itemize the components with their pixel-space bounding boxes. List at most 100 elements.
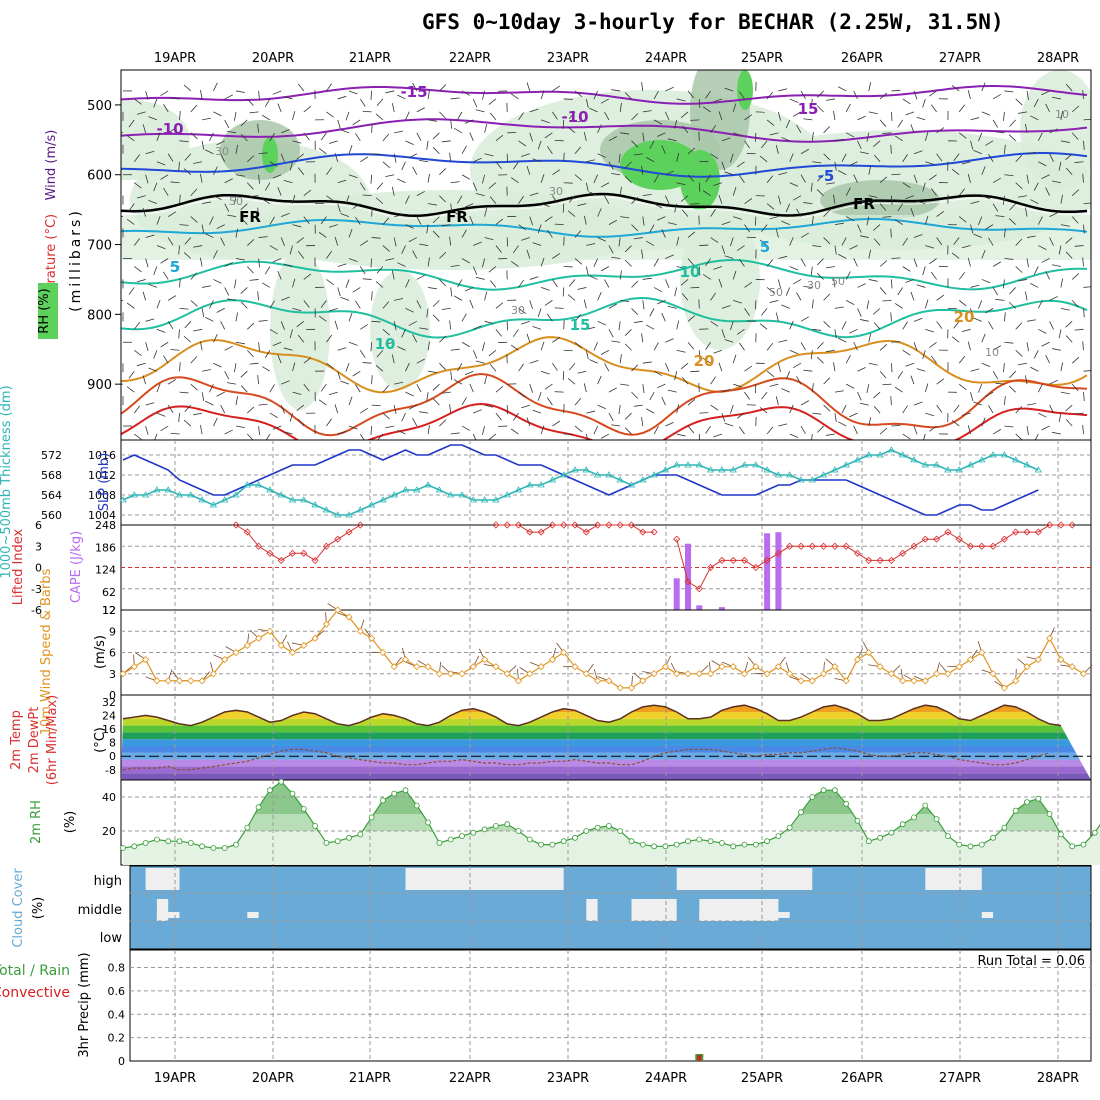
wind-barb bbox=[537, 392, 542, 401]
wind-barb bbox=[739, 175, 745, 183]
wind-barb bbox=[1074, 328, 1084, 331]
wind-barb bbox=[412, 417, 418, 427]
wind10m-marker bbox=[266, 627, 274, 635]
wind-barb bbox=[775, 312, 779, 322]
wind-barb bbox=[495, 218, 504, 225]
wind-barb bbox=[213, 333, 218, 343]
cloud-level-label: high bbox=[94, 874, 122, 889]
lifted-tick-label: 0 bbox=[35, 562, 42, 575]
temp-contour-label: 5 bbox=[760, 238, 770, 256]
wind10m-tick-label: 6 bbox=[109, 647, 116, 660]
cape-tick-label: 62 bbox=[102, 586, 116, 599]
wind-barb bbox=[676, 98, 686, 102]
wind-barb bbox=[631, 224, 639, 232]
wind-barb bbox=[128, 119, 135, 128]
temp-contour-label: -15 bbox=[400, 83, 427, 101]
wind-barb bbox=[154, 433, 158, 440]
wind-barb bbox=[930, 355, 937, 364]
wind-barb bbox=[681, 376, 689, 385]
wind-barb bbox=[608, 219, 617, 225]
wind-barb bbox=[370, 258, 372, 268]
wind-barb bbox=[567, 126, 576, 134]
date-label-bottom: 19APR bbox=[154, 1071, 196, 1086]
wind-barb bbox=[653, 258, 659, 267]
rh-legend-swatch bbox=[38, 283, 58, 339]
wind-barb bbox=[905, 362, 915, 367]
wind-barb bbox=[362, 362, 372, 364]
wind-barb bbox=[1041, 90, 1050, 96]
wind-barb bbox=[913, 317, 923, 322]
wind-barb bbox=[257, 207, 259, 217]
wind-barb bbox=[190, 300, 198, 307]
wind-barb bbox=[405, 224, 414, 229]
wind-barb bbox=[929, 174, 937, 181]
lifted-index-marker bbox=[492, 521, 500, 529]
wind-barb bbox=[574, 341, 583, 349]
wind-barb bbox=[992, 203, 999, 212]
lifted-index-marker bbox=[808, 542, 816, 550]
wind-barb bbox=[235, 228, 238, 238]
wind-barb bbox=[205, 317, 214, 322]
wind-barb bbox=[1060, 110, 1064, 120]
rh2m-marker bbox=[402, 787, 409, 794]
date-label-top: 25APR bbox=[741, 51, 783, 66]
wind-barb bbox=[574, 314, 582, 322]
wind-barb bbox=[156, 161, 166, 166]
wind-barb bbox=[160, 258, 169, 264]
wind-barb bbox=[631, 364, 639, 372]
thickness-marker bbox=[865, 451, 873, 458]
rh2m-marker bbox=[413, 802, 420, 809]
wind-barb bbox=[547, 397, 553, 406]
wind-barb bbox=[611, 340, 621, 343]
wind-barb bbox=[136, 362, 146, 367]
wind-barb bbox=[611, 89, 621, 92]
wind-barb bbox=[781, 220, 790, 225]
wind-barb bbox=[574, 258, 583, 265]
wind-barb bbox=[376, 98, 384, 106]
wind-barb bbox=[866, 300, 870, 310]
wind-barb bbox=[733, 383, 742, 388]
rh2m-marker bbox=[741, 841, 748, 848]
wind-barb bbox=[199, 341, 203, 351]
thickness-marker bbox=[390, 491, 398, 498]
wind-barb bbox=[394, 214, 404, 217]
wind-barb bbox=[348, 174, 358, 179]
wind-barb bbox=[179, 224, 189, 226]
cloud-unit-label: (%) bbox=[31, 897, 46, 920]
wind-barb bbox=[489, 363, 497, 372]
wind-barb bbox=[978, 384, 983, 393]
wind-barb bbox=[297, 167, 305, 175]
rh2m-tick-label: 20 bbox=[102, 825, 116, 838]
wind-barb bbox=[793, 362, 802, 369]
wind-barb bbox=[532, 158, 542, 163]
wind-barb bbox=[574, 174, 583, 181]
wind-barb bbox=[518, 224, 527, 231]
precip-panel: 00.20.40.60.8 Run Total = 0.06 Total / R… bbox=[0, 949, 1092, 1068]
wind-barb bbox=[426, 140, 429, 150]
wind-barb bbox=[978, 132, 983, 142]
wind-barb bbox=[1038, 161, 1047, 167]
wind10m-marker bbox=[413, 663, 421, 671]
wind-barb bbox=[1004, 228, 1006, 238]
wind-barb bbox=[812, 412, 822, 415]
wind-barb bbox=[710, 320, 719, 327]
wind-barb bbox=[653, 90, 659, 100]
wind-barb bbox=[441, 307, 451, 310]
isotherm-10 bbox=[121, 258, 1088, 291]
wind-barb bbox=[619, 102, 622, 112]
thickness-marker bbox=[413, 486, 421, 493]
thickness-marker bbox=[1011, 456, 1020, 463]
wind-barb bbox=[597, 404, 606, 410]
wind-barb bbox=[600, 433, 610, 439]
wind-barb bbox=[526, 417, 531, 427]
wind10m-marker bbox=[797, 677, 805, 685]
wind-barb bbox=[1003, 279, 1005, 289]
date-label-top: 24APR bbox=[645, 51, 687, 66]
wind-barb bbox=[585, 433, 589, 440]
wind-barb bbox=[567, 210, 576, 217]
wind-barb bbox=[988, 321, 994, 330]
thickness-marker bbox=[831, 466, 839, 473]
rh2m-marker bbox=[379, 797, 386, 804]
